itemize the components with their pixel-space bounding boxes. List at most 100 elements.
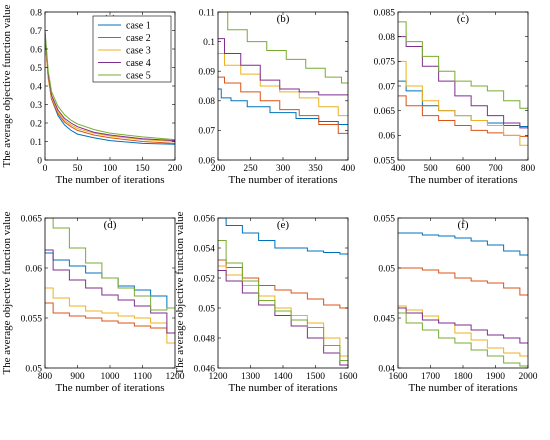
series-line-4	[45, 249, 175, 334]
y-tick-label: 0.065	[21, 214, 43, 224]
x-tick-label: 1300	[241, 372, 260, 382]
panels-layer: 05010015020000.10.20.30.40.50.60.70.8(a)…	[1, 4, 538, 394]
series-line-2	[218, 76, 348, 134]
legend-entry-3: case 3	[126, 45, 151, 56]
x-tick-label: 50	[73, 164, 83, 174]
series-line-1	[398, 232, 528, 256]
y-tick-label: 0.08	[378, 33, 395, 43]
legend-entry-1: case 1	[126, 20, 151, 31]
series-line-2	[398, 267, 528, 296]
legend-entry-4: case 4	[126, 58, 151, 69]
x-tick-label: 1100	[133, 372, 152, 382]
x-tick-label: 300	[276, 164, 291, 174]
y-tick-label: 0.055	[374, 156, 396, 166]
x-tick-label: 200	[168, 164, 183, 174]
y-tick-label: 0.046	[194, 364, 216, 374]
series-line-5	[218, 240, 348, 361]
x-tick-label: 500	[423, 164, 438, 174]
x-tick-label: 100	[103, 164, 118, 174]
y-tick-label: 0.09	[198, 68, 215, 78]
y-tick-label: 0.06	[25, 264, 42, 274]
series-line-5	[218, 12, 348, 84]
x-tick-label: 0	[43, 164, 48, 174]
axes-frame	[44, 217, 176, 369]
y-axis-label: The average objective function value	[174, 211, 186, 374]
y-tick-label: 0.085	[374, 8, 396, 18]
x-tick-label: 2000	[519, 372, 538, 382]
y-axis-label: The average objective function value	[1, 4, 13, 167]
series-line-2	[218, 259, 348, 309]
x-tick-label: 900	[70, 372, 85, 382]
y-tick-label: 0.07	[378, 82, 395, 92]
panel-title: (c)	[457, 13, 470, 25]
y-tick-label: 0.04	[378, 364, 395, 374]
series-line-1	[218, 218, 348, 255]
y-tick-label: 0.048	[194, 334, 216, 344]
legend-entry-5: case 5	[126, 70, 151, 81]
panel-f: 1600 1700 1800 1900 2000 0.04 0.045 0.05 0.055 (f…	[374, 214, 538, 394]
axes-frame	[217, 11, 349, 161]
series-line-1	[398, 80, 528, 127]
axes-frame	[397, 217, 529, 369]
y-tick-label: 0.065	[374, 107, 396, 117]
y-tick-label: 0.4	[30, 82, 42, 92]
series-line-1	[45, 252, 175, 309]
series-line-3	[398, 305, 528, 357]
y-tick-label: 0.054	[194, 244, 216, 254]
legend-box	[92, 15, 172, 83]
y-tick-label: 0.1	[30, 138, 42, 148]
series-line-4	[218, 270, 348, 366]
series-line-4	[45, 32, 175, 142]
legend-entry-2: case 2	[126, 33, 151, 44]
y-tick-label: 0.08	[198, 97, 215, 107]
x-axis-label: The number of iterations	[55, 382, 164, 394]
x-tick-label: 1900	[486, 372, 505, 382]
x-tick-label: 400	[391, 164, 406, 174]
x-axis-label: The number of iterations	[408, 382, 517, 394]
series-line-5	[45, 30, 175, 141]
panel-title: (f)	[458, 219, 469, 231]
series-line-3	[398, 60, 528, 146]
y-tick-label: 0.8	[30, 8, 42, 18]
x-tick-label: 150	[135, 164, 150, 174]
x-tick-label: 1400	[274, 372, 293, 382]
x-tick-label: 250	[243, 164, 258, 174]
y-tick-label: 0.055	[374, 214, 396, 224]
panel-c: 400 500 600 700 800 0.055 0.06 0.065 0.07 0.075 0.…	[374, 8, 536, 186]
y-tick-label: 0.7	[30, 27, 42, 37]
x-tick-label: 400	[341, 164, 356, 174]
y-tick-label: 0.5	[30, 64, 42, 74]
y-tick-label: 0.052	[194, 274, 216, 284]
panel-title: (e)	[277, 219, 290, 231]
x-axis-label: The number of iterations	[228, 174, 337, 186]
series-line-3	[218, 52, 348, 117]
series-line-5	[398, 21, 528, 109]
y-tick-label: 0.07	[198, 127, 215, 137]
x-tick-label: 1200	[166, 372, 185, 382]
y-axis-label: The average objective function value	[1, 211, 13, 374]
x-tick-label: 800	[38, 372, 53, 382]
x-tick-label: 600	[456, 164, 471, 174]
panel-b: 200 250 300 350 400 0.06 0.07 0.08 0.09 0.1 0.11 (b…	[198, 8, 355, 186]
y-tick-label: 0.055	[21, 314, 43, 324]
x-tick-label: 800	[521, 164, 536, 174]
panel-e: 1200 1300 1400 1500 1600 0.046 0.048 0.05 0.052 0…	[174, 211, 358, 394]
x-axis-label: The number of iterations	[228, 382, 337, 394]
panel-title: (d)	[104, 219, 117, 231]
y-tick-label: 0.075	[374, 58, 396, 68]
series-line-5	[45, 218, 175, 311]
y-tick-label: 0.06	[378, 132, 395, 142]
x-tick-label: 1700	[421, 372, 440, 382]
series-line-1	[218, 88, 348, 125]
x-tick-label: 1500	[306, 372, 325, 382]
y-tick-label: 0.06	[198, 156, 215, 166]
x-tick-label: 1600	[389, 372, 408, 382]
panel-a: 05010015020000.10.20.30.40.50.60.70.8(a)…	[1, 4, 182, 186]
series-line-2	[45, 302, 175, 334]
series-line-5	[398, 312, 528, 367]
y-tick-label: 0.3	[30, 101, 42, 111]
x-tick-label: 1200	[209, 372, 228, 382]
y-tick-label: 0.056	[194, 214, 216, 224]
